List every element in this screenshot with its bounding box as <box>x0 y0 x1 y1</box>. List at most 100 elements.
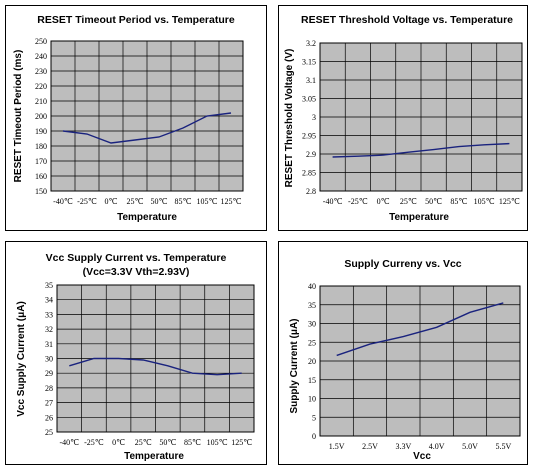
xtick-layer: -40℃ -25℃ 0℃ 25℃ 50℃ 85℃ 105℃ 125℃ <box>323 197 520 206</box>
y-tick-label: 30 <box>45 355 53 364</box>
y-tick-label: 25 <box>308 338 316 347</box>
ytick-layer: 0 5 10 15 20 25 30 35 40 <box>308 282 316 441</box>
x-tick-label: 125℃ <box>221 197 242 206</box>
x-tick-label: -25℃ <box>348 197 368 206</box>
chart-panel-supply-current-vcc: Supply Curreny vs. Vcc 0 5 10 15 20 25 30 35 40 … <box>278 241 528 465</box>
chart-subtitle: (Vcc=3.3V Vth=2.93V) <box>83 266 190 278</box>
chart-title: Vcc Supply Current vs. Temperature <box>46 252 227 264</box>
x-axis-label: Temperature <box>389 212 449 223</box>
series-line <box>336 302 504 357</box>
x-tick-label: 0℃ <box>377 197 390 206</box>
ytick-layer: 2.8 2.85 2.9 2.95 3 3.05 3.1 3.15 3.2 <box>302 39 316 196</box>
y-tick-label: 29 <box>45 369 53 378</box>
grid-layer <box>51 41 243 191</box>
y-tick-label: 31 <box>45 340 53 349</box>
y-tick-label: 40 <box>308 282 316 291</box>
chart-panel-reset-timeout: RESET Timeout Period vs. Temperature 150… <box>5 5 267 231</box>
y-tick-label: 180 <box>35 142 47 151</box>
y-tick-label: 230 <box>35 67 47 76</box>
y-tick-label: 35 <box>45 281 53 290</box>
x-axis-label: Temperature <box>124 451 184 462</box>
y-tick-label: 190 <box>35 127 47 136</box>
chart-title: RESET Timeout Period vs. Temperature <box>37 14 235 26</box>
chart-svg-reset-timeout: RESET Timeout Period vs. Temperature 150… <box>13 14 244 223</box>
y-tick-label: 26 <box>45 413 53 422</box>
y-tick-label: 2.9 <box>306 150 316 159</box>
y-tick-label: 27 <box>45 399 53 408</box>
ytick-layer: 150 160 170 180 190 200 210 220 230 240 250 <box>35 37 47 196</box>
y-tick-label: 30 <box>308 320 316 329</box>
x-tick-label: 1.5V <box>329 442 345 451</box>
x-tick-label: -25℃ <box>77 197 97 206</box>
y-tick-label: 0 <box>312 432 316 441</box>
y-tick-label: 3.2 <box>306 39 316 48</box>
y-tick-label: 34 <box>45 296 53 305</box>
x-tick-label: 25℃ <box>135 438 152 447</box>
x-tick-label: -40℃ <box>323 197 343 206</box>
y-tick-label: 3.1 <box>306 76 316 85</box>
y-tick-label: 33 <box>45 310 53 319</box>
series-line <box>69 357 242 376</box>
y-tick-label: 3.15 <box>302 58 316 67</box>
chart-svg-supply-current-vcc: Supply Curreny vs. Vcc 0510152025303540 … <box>289 258 521 462</box>
x-tick-label: 25℃ <box>400 197 417 206</box>
grid-layer <box>57 285 254 432</box>
y-tick-label: 2.8 <box>306 187 316 196</box>
x-axis-label: Vcc <box>413 451 431 462</box>
x-tick-label: 50℃ <box>151 197 168 206</box>
x-tick-label: 50℃ <box>425 197 442 206</box>
y-tick-label: 160 <box>35 172 47 181</box>
y-tick-label: 3.05 <box>302 95 316 104</box>
series-line <box>332 142 510 158</box>
y-axis-label: RESET Timeout Period (ms) <box>13 50 24 183</box>
grid-layer <box>320 43 522 191</box>
ytick-layer: 25 26 27 28 29 30 31 32 33 34 35 <box>45 281 53 437</box>
x-tick-label: 4.0V <box>429 442 445 451</box>
x-tick-label: 105℃ <box>197 197 218 206</box>
chart-svg-reset-threshold: RESET Threshold Voltage vs. Temperature … <box>284 14 523 223</box>
x-tick-label: 5.0V <box>462 442 478 451</box>
grid-layer <box>320 286 520 436</box>
x-tick-label: -40℃ <box>59 438 79 447</box>
x-tick-label: 105℃ <box>207 438 228 447</box>
y-tick-label: 170 <box>35 157 47 166</box>
y-tick-label: 32 <box>45 325 53 334</box>
y-tick-label: 2.85 <box>302 169 316 178</box>
chart-svg-vcc-supply-current: Vcc Supply Current vs. Temperature (Vcc=… <box>16 252 255 462</box>
x-tick-label: 125℃ <box>231 438 252 447</box>
x-tick-label: 25℃ <box>127 197 144 206</box>
y-tick-label: 240 <box>35 52 47 61</box>
y-tick-label: 210 <box>35 97 47 106</box>
y-tick-label: 250 <box>35 37 47 46</box>
y-tick-label: 35 <box>308 301 316 310</box>
x-axis-label: Temperature <box>117 212 177 223</box>
x-tick-label: 105℃ <box>474 197 495 206</box>
y-axis-label: Vcc Supply Current (μA) <box>16 301 27 417</box>
x-tick-label: 85℃ <box>450 197 467 206</box>
y-axis-label: Supply Current (μA) <box>289 318 300 413</box>
y-tick-label: 28 <box>45 384 53 393</box>
x-tick-label: -40℃ <box>53 197 73 206</box>
xtick-layer: -40℃ -25℃ 0℃ 25℃ 50℃ 85℃ 105℃ 125℃ <box>53 197 241 206</box>
y-tick-label: 20 <box>308 357 316 366</box>
y-tick-label: 25 <box>45 428 53 437</box>
y-tick-label: 10 <box>308 395 316 404</box>
x-tick-label: 3.3V <box>395 442 411 451</box>
x-tick-label: 5.5V <box>495 442 511 451</box>
y-tick-label: 15 <box>308 376 316 385</box>
xtick-layer: -40℃ -25℃ 0℃ 25℃ 50℃ 85℃ 105℃ 125℃ <box>59 438 252 447</box>
chart-title: Supply Curreny vs. Vcc <box>344 258 461 270</box>
chart-title: RESET Threshold Voltage vs. Temperature <box>301 14 513 26</box>
chart-panel-reset-threshold: RESET Threshold Voltage vs. Temperature … <box>278 5 528 231</box>
y-tick-label: 5 <box>312 413 316 422</box>
x-tick-label: 0℃ <box>112 438 125 447</box>
x-tick-label: 85℃ <box>175 197 192 206</box>
y-axis-label: RESET Threshold Voltage (V) <box>284 49 295 188</box>
x-tick-label: 125℃ <box>499 197 520 206</box>
x-tick-label: 50℃ <box>159 438 176 447</box>
chart-panel-vcc-supply-current: Vcc Supply Current vs. Temperature (Vcc=… <box>5 241 267 465</box>
y-tick-label: 2.95 <box>302 132 316 141</box>
x-tick-label: 85℃ <box>184 438 201 447</box>
y-tick-label: 220 <box>35 82 47 91</box>
series-line <box>62 112 232 144</box>
